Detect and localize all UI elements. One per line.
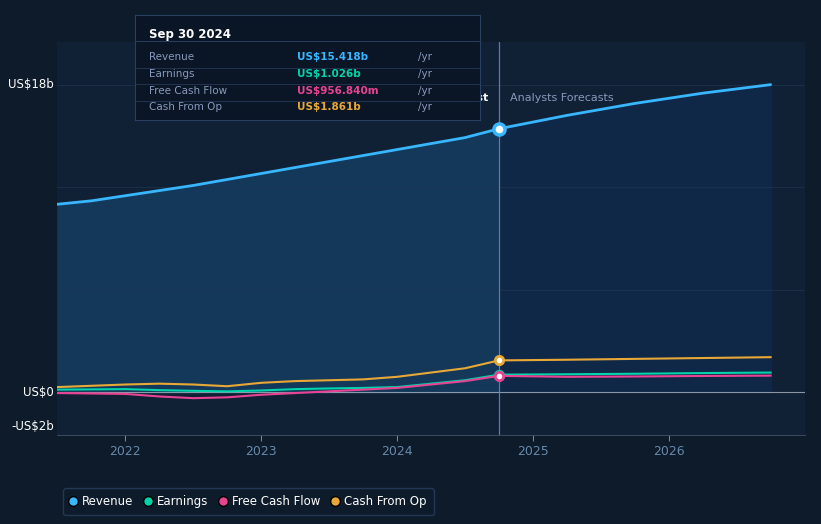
Text: Past: Past (461, 93, 488, 103)
Text: /yr: /yr (418, 52, 432, 62)
Text: US$956.840m: US$956.840m (297, 85, 378, 95)
Text: /yr: /yr (418, 69, 432, 79)
Legend: Revenue, Earnings, Free Cash Flow, Cash From Op: Revenue, Earnings, Free Cash Flow, Cash … (63, 488, 433, 516)
Text: Free Cash Flow: Free Cash Flow (149, 85, 227, 95)
Text: Earnings: Earnings (149, 69, 195, 79)
Text: -US$2b: -US$2b (11, 420, 53, 433)
Text: /yr: /yr (418, 102, 432, 113)
Text: US$1.861b: US$1.861b (297, 102, 361, 113)
Text: Analysts Forecasts: Analysts Forecasts (510, 93, 613, 103)
Text: US$15.418b: US$15.418b (297, 52, 369, 62)
Text: US$1.026b: US$1.026b (297, 69, 361, 79)
Text: Revenue: Revenue (149, 52, 194, 62)
Text: Sep 30 2024: Sep 30 2024 (149, 28, 231, 40)
Text: US$18b: US$18b (8, 78, 53, 91)
Text: US$0: US$0 (23, 386, 53, 399)
Text: Cash From Op: Cash From Op (149, 102, 222, 113)
Text: /yr: /yr (418, 85, 432, 95)
